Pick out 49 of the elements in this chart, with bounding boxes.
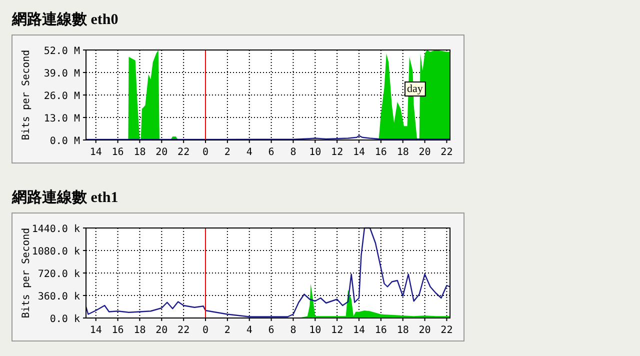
- x-tick-label: 18: [134, 325, 146, 336]
- y-tick-label: 360.0 k: [38, 292, 80, 302]
- x-tick-label: 16: [374, 325, 387, 336]
- x-tick-label: 22: [440, 147, 453, 158]
- x-tick-label: 4: [246, 147, 252, 158]
- x-tick-label: 0: [202, 325, 209, 336]
- y-tick-label: 0.0 k: [50, 314, 80, 325]
- x-tick-label: 14: [90, 325, 102, 336]
- x-tick-label: 20: [418, 325, 431, 336]
- x-tick-label: 4: [246, 325, 252, 336]
- y-tick-label: 39.0 M: [44, 68, 80, 80]
- x-tick-label: 2: [224, 147, 230, 158]
- x-tick-label: 12: [331, 147, 344, 158]
- x-tick-label: 14: [352, 147, 366, 158]
- y-tick-label: 0.0 M: [50, 136, 80, 147]
- x-tick-label: 14: [90, 147, 102, 158]
- y-tick-label: 13.0 M: [44, 114, 80, 124]
- annotation: day: [407, 83, 424, 95]
- x-tick-label: 18: [396, 325, 409, 336]
- x-tick-label: 20: [418, 147, 431, 158]
- x-tick-label: 20: [156, 147, 168, 158]
- x-tick-label: 22: [178, 325, 190, 336]
- y-axis-title: Bits per Second: [21, 50, 32, 140]
- x-tick-label: 22: [178, 147, 190, 158]
- x-tick-label: 14: [352, 325, 366, 336]
- x-tick-label: 10: [309, 325, 322, 336]
- x-tick-label: 22: [440, 325, 453, 336]
- x-tick-label: 16: [112, 325, 124, 336]
- y-tick-label: 720.0 k: [38, 269, 80, 280]
- x-tick-label: 6: [268, 147, 274, 158]
- x-tick-label: 8: [290, 325, 296, 336]
- chart-title: 網路連線數 eth0: [11, 11, 118, 28]
- y-tick-label: 26.0 M: [44, 91, 80, 102]
- x-tick-label: 12: [331, 325, 344, 336]
- y-tick-label: 1080.0 k: [32, 246, 80, 258]
- x-tick-label: 2: [224, 325, 230, 336]
- x-tick-label: 18: [134, 147, 146, 158]
- x-tick-label: 16: [112, 147, 124, 158]
- x-tick-label: 8: [290, 147, 296, 158]
- y-tick-label: 52.0 M: [44, 46, 80, 57]
- chart-title: 網路連線數 eth1: [11, 189, 118, 206]
- y-tick-label: 1440.0 k: [32, 224, 80, 235]
- x-tick-label: 18: [396, 147, 409, 158]
- x-tick-label: 6: [268, 325, 274, 336]
- x-tick-label: 0: [202, 147, 209, 158]
- x-tick-label: 20: [156, 325, 168, 336]
- y-axis-title: Bits per Second: [21, 228, 32, 318]
- x-tick-label: 10: [309, 147, 322, 158]
- x-tick-label: 16: [374, 147, 387, 158]
